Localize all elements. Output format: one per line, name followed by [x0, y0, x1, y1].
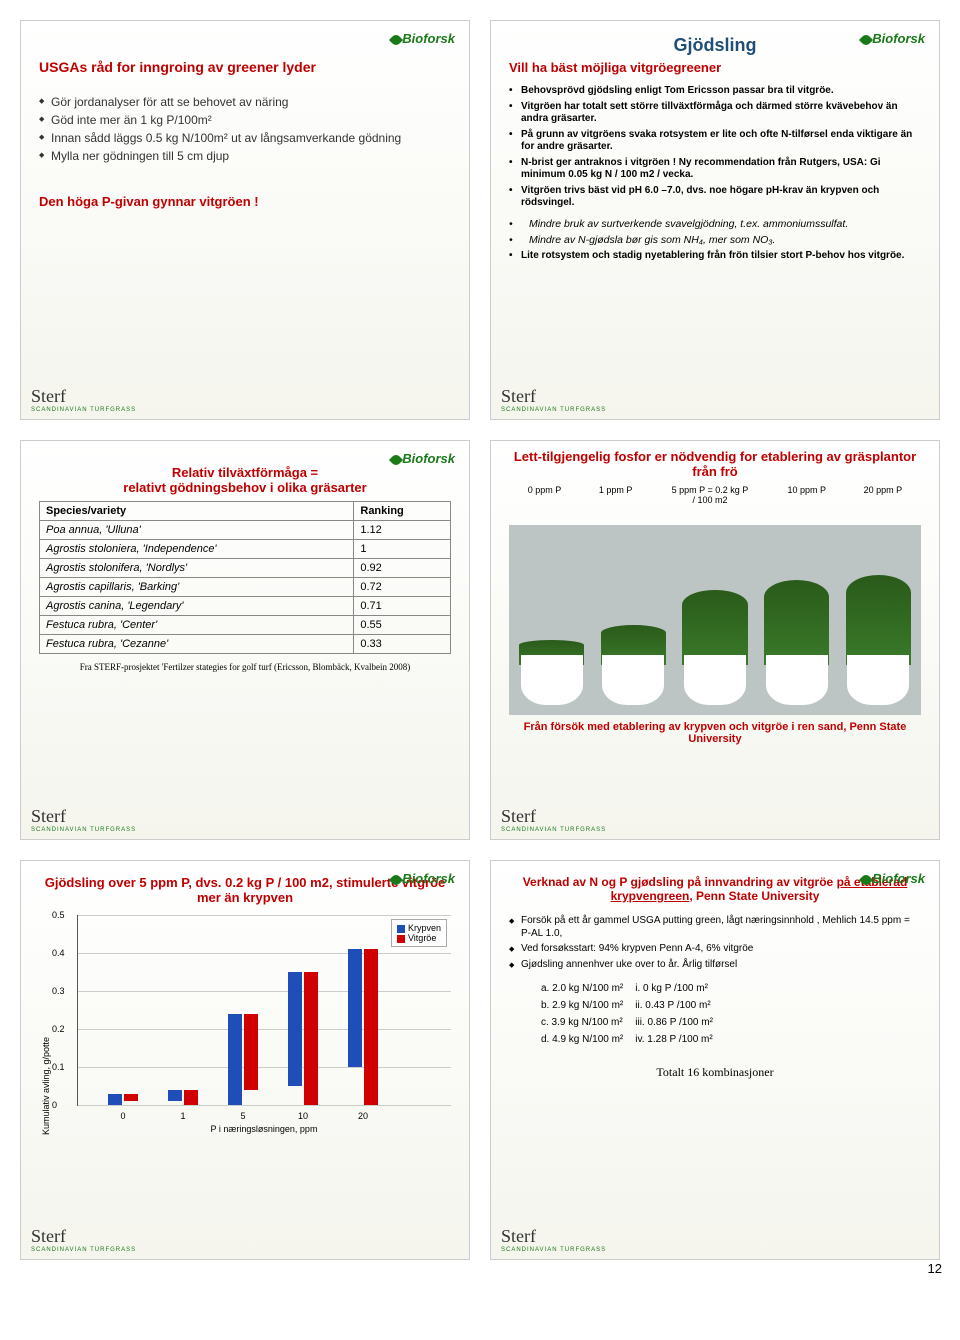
- th: Species/variety: [40, 502, 354, 521]
- slide2-subbullets: Mindre bruk av surtverkende svavelgjödni…: [509, 218, 921, 247]
- sub-bullet: Mindre bruk av surtverkende svavelgjödni…: [509, 218, 921, 231]
- slide-6: Bioforsk Verknad av N og P gjødsling på …: [490, 860, 940, 1260]
- slide4-caption: Från försök med etablering av krypven oc…: [509, 721, 921, 745]
- bioforsk-logo: Bioforsk: [390, 451, 455, 466]
- bullet: Lite rotsystem och stadig nyetablering f…: [509, 250, 921, 263]
- page: Bioforsk USGAs råd for inngroing av gree…: [0, 0, 960, 1280]
- page-number: 12: [928, 1261, 942, 1276]
- slide1-bullets: Gör jordanalyser för att se behovet av n…: [39, 95, 451, 164]
- bioforsk-logo: Bioforsk: [860, 871, 925, 886]
- treatments-table: a. 2.0 kg N/100 m²i. 0 kg P /100 m² b. 2…: [539, 979, 725, 1049]
- bullet: N-brist ger antraknos i vitgröen ! Ny re…: [509, 157, 921, 182]
- bullet: Göd inte mer än 1 kg P/100m²: [39, 113, 451, 128]
- bullet: Innan sådd läggs 0.5 kg N/100m² ut av lå…: [39, 131, 451, 146]
- bioforsk-logo: Bioforsk: [390, 31, 455, 46]
- chart-legend: Krypven Vitgröe: [391, 919, 447, 947]
- x-axis-label: P i næringsløsningen, ppm: [77, 1124, 451, 1134]
- sterf-logo: SterfSCANDINAVIAN TURFGRASS: [31, 386, 136, 413]
- bullet: Mylla ner gödningen till 5 cm djup: [39, 149, 451, 164]
- slide4-title: Lett-tilgjengelig fosfor er nödvendig fo…: [509, 449, 921, 479]
- slide6-total: Totalt 16 kombinasjoner: [509, 1065, 921, 1080]
- bar-chart: Krypven Vitgröe 00.10.20.30.40.50151020: [77, 915, 451, 1106]
- bullet: Forsök på ett år gammel USGA putting gre…: [509, 915, 921, 940]
- slide1-title: USGAs råd for inngroing av greener lyder: [39, 59, 451, 75]
- sterf-logo: SterfSCANDINAVIAN TURFGRASS: [31, 806, 136, 833]
- sterf-logo: SterfSCANDINAVIAN TURFGRASS: [31, 1226, 136, 1253]
- ranking-table: Species/varietyRanking Poa annua, 'Ullun…: [39, 501, 451, 654]
- bullet: Gör jordanalyser för att se behovet av n…: [39, 95, 451, 110]
- sterf-logo: SterfSCANDINAVIAN TURFGRASS: [501, 1226, 606, 1253]
- slide-3: Bioforsk Relativ tilväxtförmåga =relativ…: [20, 440, 470, 840]
- slide1-bottom: Den höga P-givan gynnar vitgröen !: [39, 194, 451, 209]
- slide6-bullets: Forsök på ett år gammel USGA putting gre…: [509, 915, 921, 971]
- slide2-bullets: Behovsprövd gjödsling enligt Tom Ericsso…: [509, 85, 921, 210]
- slide-2: Bioforsk Gjödsling Vill ha bäst möjliga …: [490, 20, 940, 420]
- y-axis-label: Kumulativ avling, g/potte: [41, 1037, 51, 1135]
- slide2-subtitle: Vill ha bäst möjliga vitgröegreener: [509, 60, 921, 75]
- bioforsk-logo: Bioforsk: [390, 871, 455, 886]
- bar-chart-wrapper: Kumulativ avling, g/potte Krypven Vitgrö…: [39, 915, 451, 1134]
- sterf-logo: SterfSCANDINAVIAN TURFGRASS: [501, 386, 606, 413]
- bullet: Vitgröen har totalt sett större tillväxt…: [509, 101, 921, 126]
- bullet: Behovsprövd gjödsling enligt Tom Ericsso…: [509, 85, 921, 98]
- slide2-last: Lite rotsystem och stadig nyetablering f…: [509, 250, 921, 263]
- slide-1: Bioforsk USGAs råd for inngroing av gree…: [20, 20, 470, 420]
- slide-grid: Bioforsk USGAs råd for inngroing av gree…: [0, 0, 960, 1280]
- slide-4: Lett-tilgjengelig fosfor er nödvendig fo…: [490, 440, 940, 840]
- sub-bullet: Mindre av N-gjødsla bør gis som NH₄, mer…: [509, 234, 921, 247]
- grass-photo: [509, 525, 921, 715]
- bullet: Gjødsling annenhver uke over to år. Årli…: [509, 959, 921, 972]
- bullet: På grunn av vitgröens svaka rotsystem er…: [509, 129, 921, 154]
- slide-5: Bioforsk Gjödsling over 5 ppm P, dvs. 0.…: [20, 860, 470, 1260]
- bullet: Ved forsøksstart: 94% krypven Penn A-4, …: [509, 943, 921, 956]
- th: Ranking: [354, 502, 451, 521]
- bioforsk-logo: Bioforsk: [860, 31, 925, 46]
- pot-labels: 0 ppm P 1 ppm P 5 ppm P = 0.2 kg P / 100…: [509, 485, 921, 505]
- sterf-logo: SterfSCANDINAVIAN TURFGRASS: [501, 806, 606, 833]
- bullet: Vitgröen trivs bäst vid pH 6.0 –7.0, dvs…: [509, 185, 921, 210]
- slide3-title: Relativ tilväxtförmåga =relativt gödning…: [39, 465, 451, 495]
- slide3-footnote: Fra STERF-prosjektet 'Fertilzer stategie…: [39, 662, 451, 672]
